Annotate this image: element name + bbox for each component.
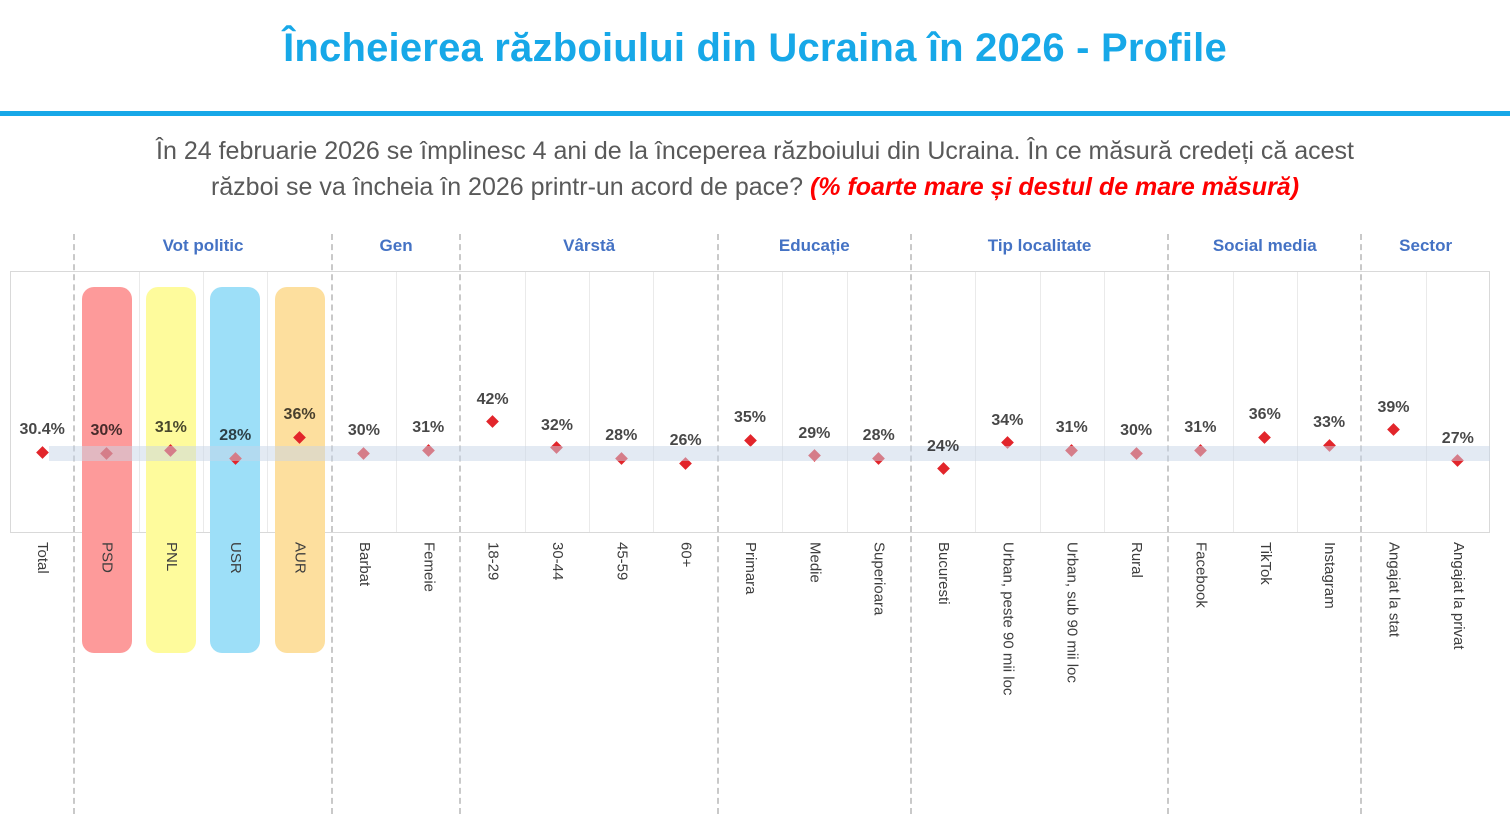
section-header-educa-ie: Educație xyxy=(778,236,850,255)
value-label-30-44: 32% xyxy=(540,416,573,434)
value-label-45-59: 28% xyxy=(605,427,638,445)
value-label-total: 30.4% xyxy=(19,421,65,438)
section-header-sector: Sector xyxy=(1399,236,1453,255)
gridline xyxy=(1232,272,1234,532)
value-label-barbat: 30% xyxy=(347,422,380,440)
survey-question: În 24 februarie 2026 se împlinesc 4 ani … xyxy=(0,133,1510,205)
gridline xyxy=(846,272,848,532)
axis-label-tiktok: TikTok xyxy=(1256,542,1274,585)
axis-label-bucuresti: Bucuresti xyxy=(935,542,953,605)
section-header-v-rst: Vârstă xyxy=(563,236,616,255)
axis-label-facebook: Facebook xyxy=(1192,542,1210,608)
axis-label-angajat-la-privat: Angajat la privat xyxy=(1449,542,1467,650)
axis-label-60: 60+ xyxy=(677,542,695,568)
value-label-psd: 30% xyxy=(90,422,123,440)
axis-label-30-44: 30-44 xyxy=(548,542,566,581)
axis-label-rural: Rural xyxy=(1128,542,1146,578)
axis-label-psd: PSD xyxy=(98,542,116,573)
gridline xyxy=(653,272,655,532)
axis-label-barbat: Barbat xyxy=(355,542,373,587)
value-label-60: 26% xyxy=(669,432,702,450)
section-header-social-media: Social media xyxy=(1212,236,1317,255)
value-label-tiktok: 36% xyxy=(1248,406,1281,424)
gridline xyxy=(975,272,977,532)
axis-label-total: Total xyxy=(34,542,52,574)
value-label-usr: 28% xyxy=(219,427,252,445)
section-divider xyxy=(73,234,76,814)
gridline xyxy=(1296,272,1298,532)
axis-label-urban-sub-90-mii-loc: Urban, sub 90 mii loc xyxy=(1063,542,1081,683)
gridline xyxy=(396,272,398,532)
axis-label-usr: USR xyxy=(227,542,245,574)
highlight-pill-pnl xyxy=(145,287,196,653)
total-reference-band xyxy=(49,446,1490,461)
section-divider xyxy=(1360,234,1363,814)
section-divider xyxy=(1167,234,1170,814)
question-line-2: război se va încheia în 2026 printr-un a… xyxy=(0,169,1510,205)
question-note: (% foarte mare și destul de mare măsură) xyxy=(809,173,1300,201)
value-label-femeie: 31% xyxy=(412,419,445,437)
highlight-pill-psd xyxy=(81,287,132,653)
value-label-angajat-la-privat: 27% xyxy=(1441,429,1474,447)
title-divider xyxy=(0,111,1510,116)
section-header-vot-politic: Vot politic xyxy=(162,236,244,255)
value-label-rural: 30% xyxy=(1120,422,1153,440)
section-divider xyxy=(459,234,462,814)
highlight-pill-usr xyxy=(210,287,261,653)
axis-label-superioara: Superioara xyxy=(870,542,888,616)
gridline xyxy=(203,272,205,532)
highlight-pill-aur xyxy=(274,287,325,653)
section-divider xyxy=(909,234,912,814)
value-label-medie: 29% xyxy=(798,424,831,442)
axis-label-pnl: PNL xyxy=(162,542,180,572)
gridline xyxy=(782,272,784,532)
axis-label-urban-peste-90-mii-loc: Urban, peste 90 mii loc xyxy=(999,542,1017,696)
section-divider xyxy=(330,234,333,814)
question-line-1: În 24 februarie 2026 se împlinesc 4 ani … xyxy=(156,137,1354,165)
gridline xyxy=(589,272,591,532)
gridline xyxy=(1425,272,1427,532)
value-label-superioara: 28% xyxy=(862,427,895,445)
value-label-urban-sub-90-mii-loc: 31% xyxy=(1055,419,1088,437)
value-label-primara: 35% xyxy=(733,409,767,427)
axis-label-femeie: Femeie xyxy=(420,542,438,593)
gridline xyxy=(1039,272,1041,532)
axis-label-medie: Medie xyxy=(806,542,824,583)
gridline xyxy=(524,272,526,532)
value-label-bucuresti: 24% xyxy=(927,437,960,455)
question-line-2-text: război se va încheia în 2026 printr-un a… xyxy=(210,173,803,201)
axis-label-angajat-la-stat: Angajat la stat xyxy=(1385,542,1403,638)
value-label-facebook: 31% xyxy=(1184,419,1217,437)
value-label-urban-peste-90-mii-loc: 34% xyxy=(991,411,1024,429)
gridline xyxy=(138,272,140,532)
gridline xyxy=(1103,272,1105,532)
axis-label-45-59: 45-59 xyxy=(613,542,631,581)
value-label-18-29: 42% xyxy=(476,390,509,408)
page-title: Încheierea războiului din Ucraina în 202… xyxy=(283,26,1227,70)
axis-label-aur: AUR xyxy=(291,542,309,574)
section-divider xyxy=(716,234,719,814)
section-header-gen: Gen xyxy=(379,236,413,255)
axis-label-instagram: Instagram xyxy=(1321,542,1339,609)
section-header-tip-localitate: Tip localitate xyxy=(987,236,1092,255)
value-label-angajat-la-stat: 39% xyxy=(1377,398,1410,416)
axis-label-18-29: 18-29 xyxy=(484,542,502,581)
value-label-aur: 36% xyxy=(283,406,316,424)
value-label-pnl: 31% xyxy=(154,419,187,437)
axis-label-primara: Primara xyxy=(742,542,759,595)
value-label-instagram: 33% xyxy=(1313,414,1346,432)
gridline xyxy=(267,272,269,532)
